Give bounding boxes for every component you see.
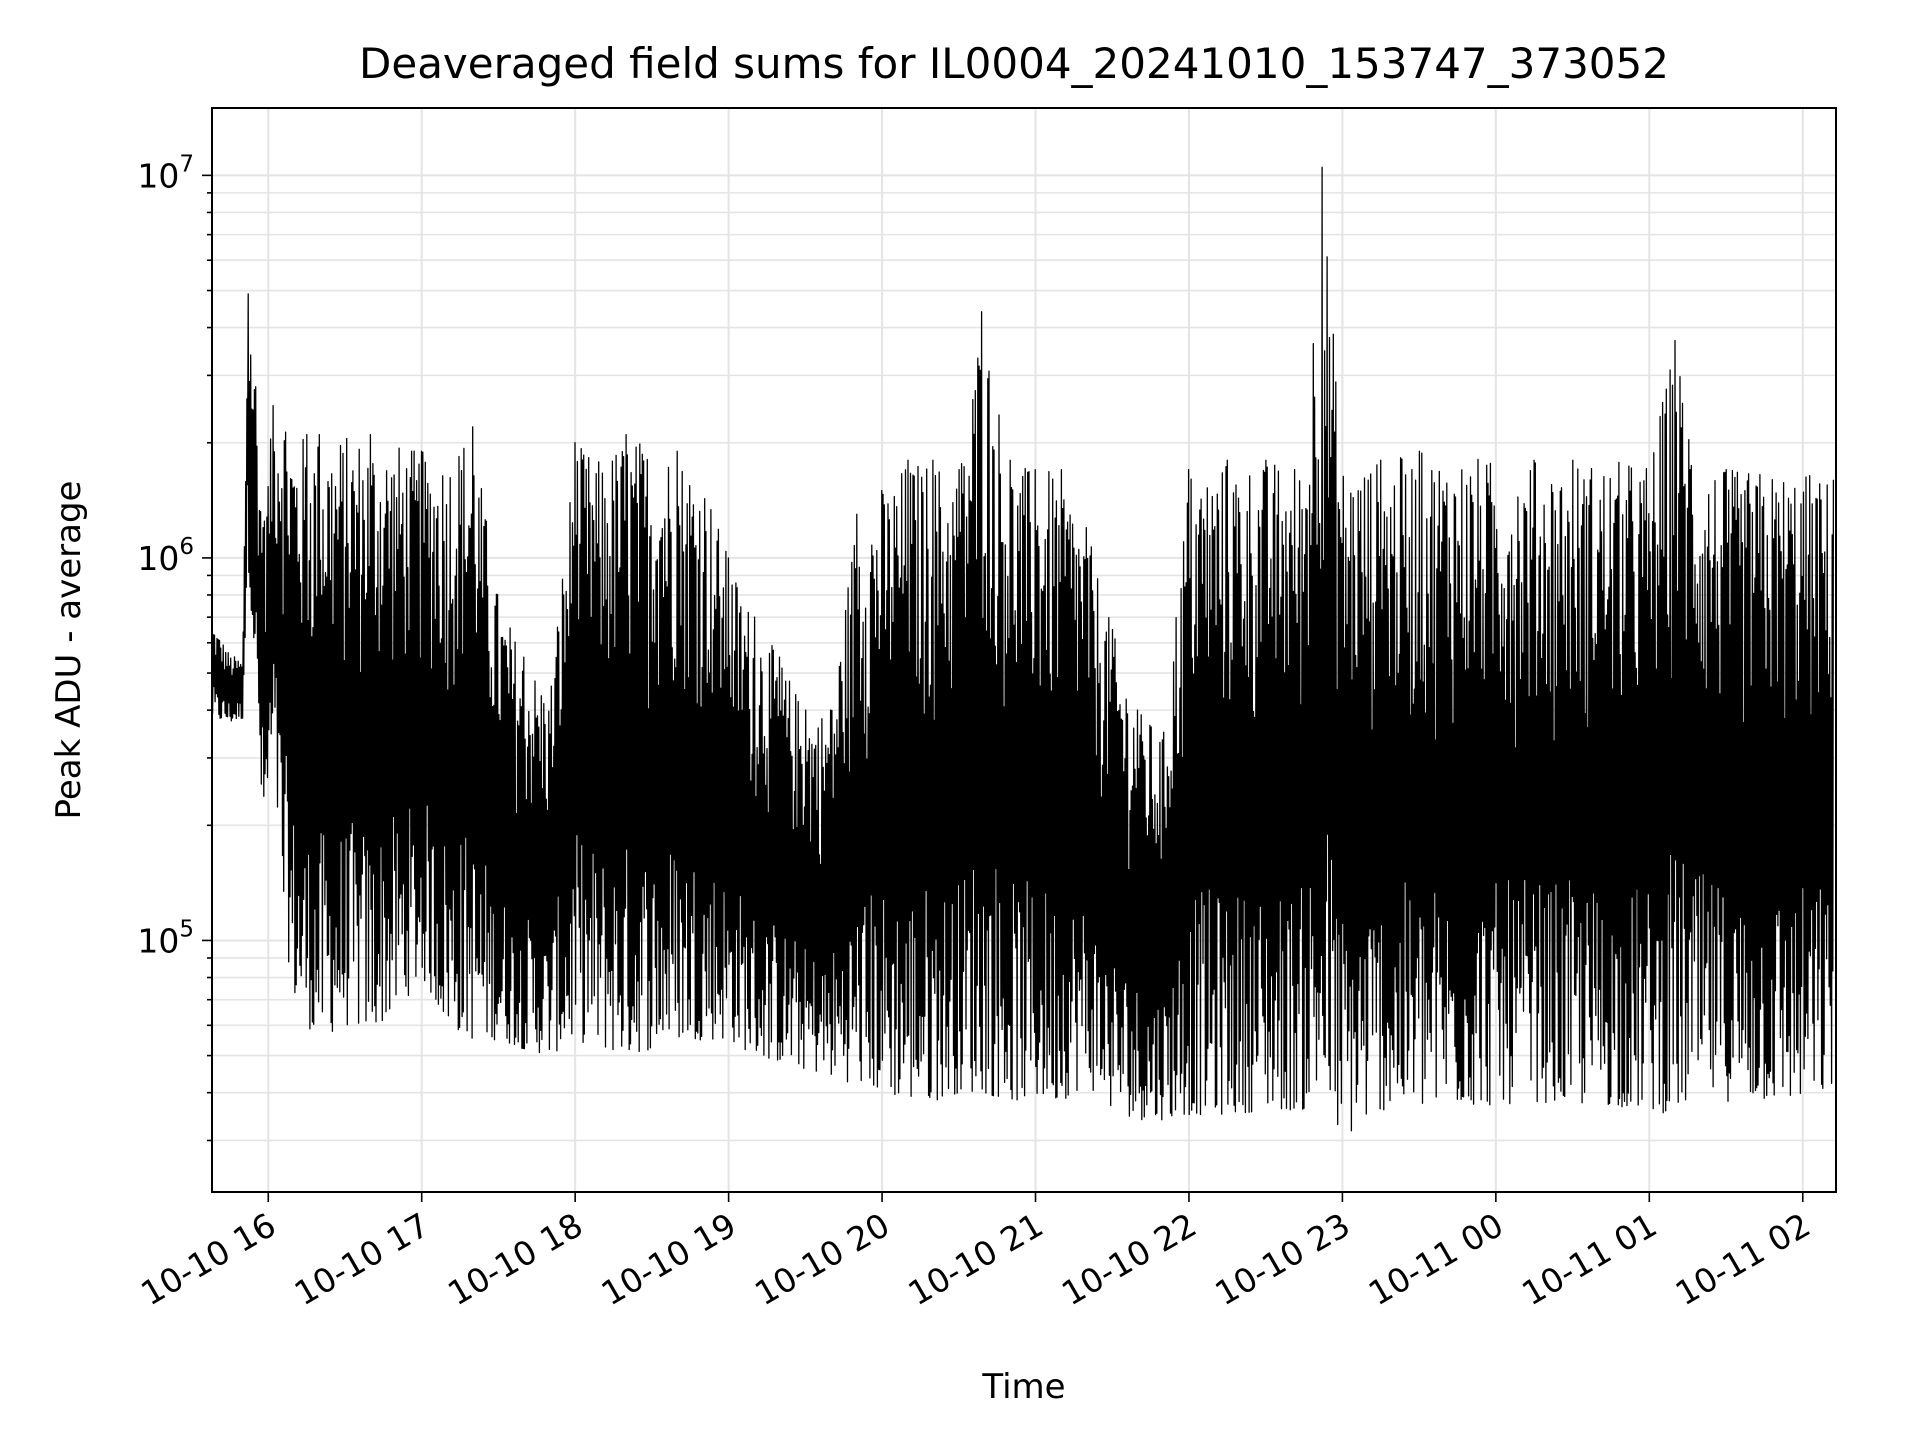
y-tick-base: 10 [137,156,179,195]
x-axis-label: Time [981,1367,1065,1407]
plot-frame [211,107,1837,1193]
series-line [211,166,1835,1132]
y-tick-exponent: 5 [179,916,194,942]
y-tick-label: 107 [137,151,194,195]
y-tick-base: 10 [137,539,179,578]
y-tick-exponent: 6 [179,534,194,560]
series-layer [211,166,1835,1132]
y-tick-base: 10 [137,921,179,960]
y-tick-label: 106 [137,534,194,578]
y-tick-label: 105 [137,916,194,960]
chart-title: Deaveraged field sums for IL0004_2024101… [359,39,1669,88]
y-tick-exponent: 7 [179,151,194,177]
y-axis-label: Peak ADU - average [49,481,89,820]
